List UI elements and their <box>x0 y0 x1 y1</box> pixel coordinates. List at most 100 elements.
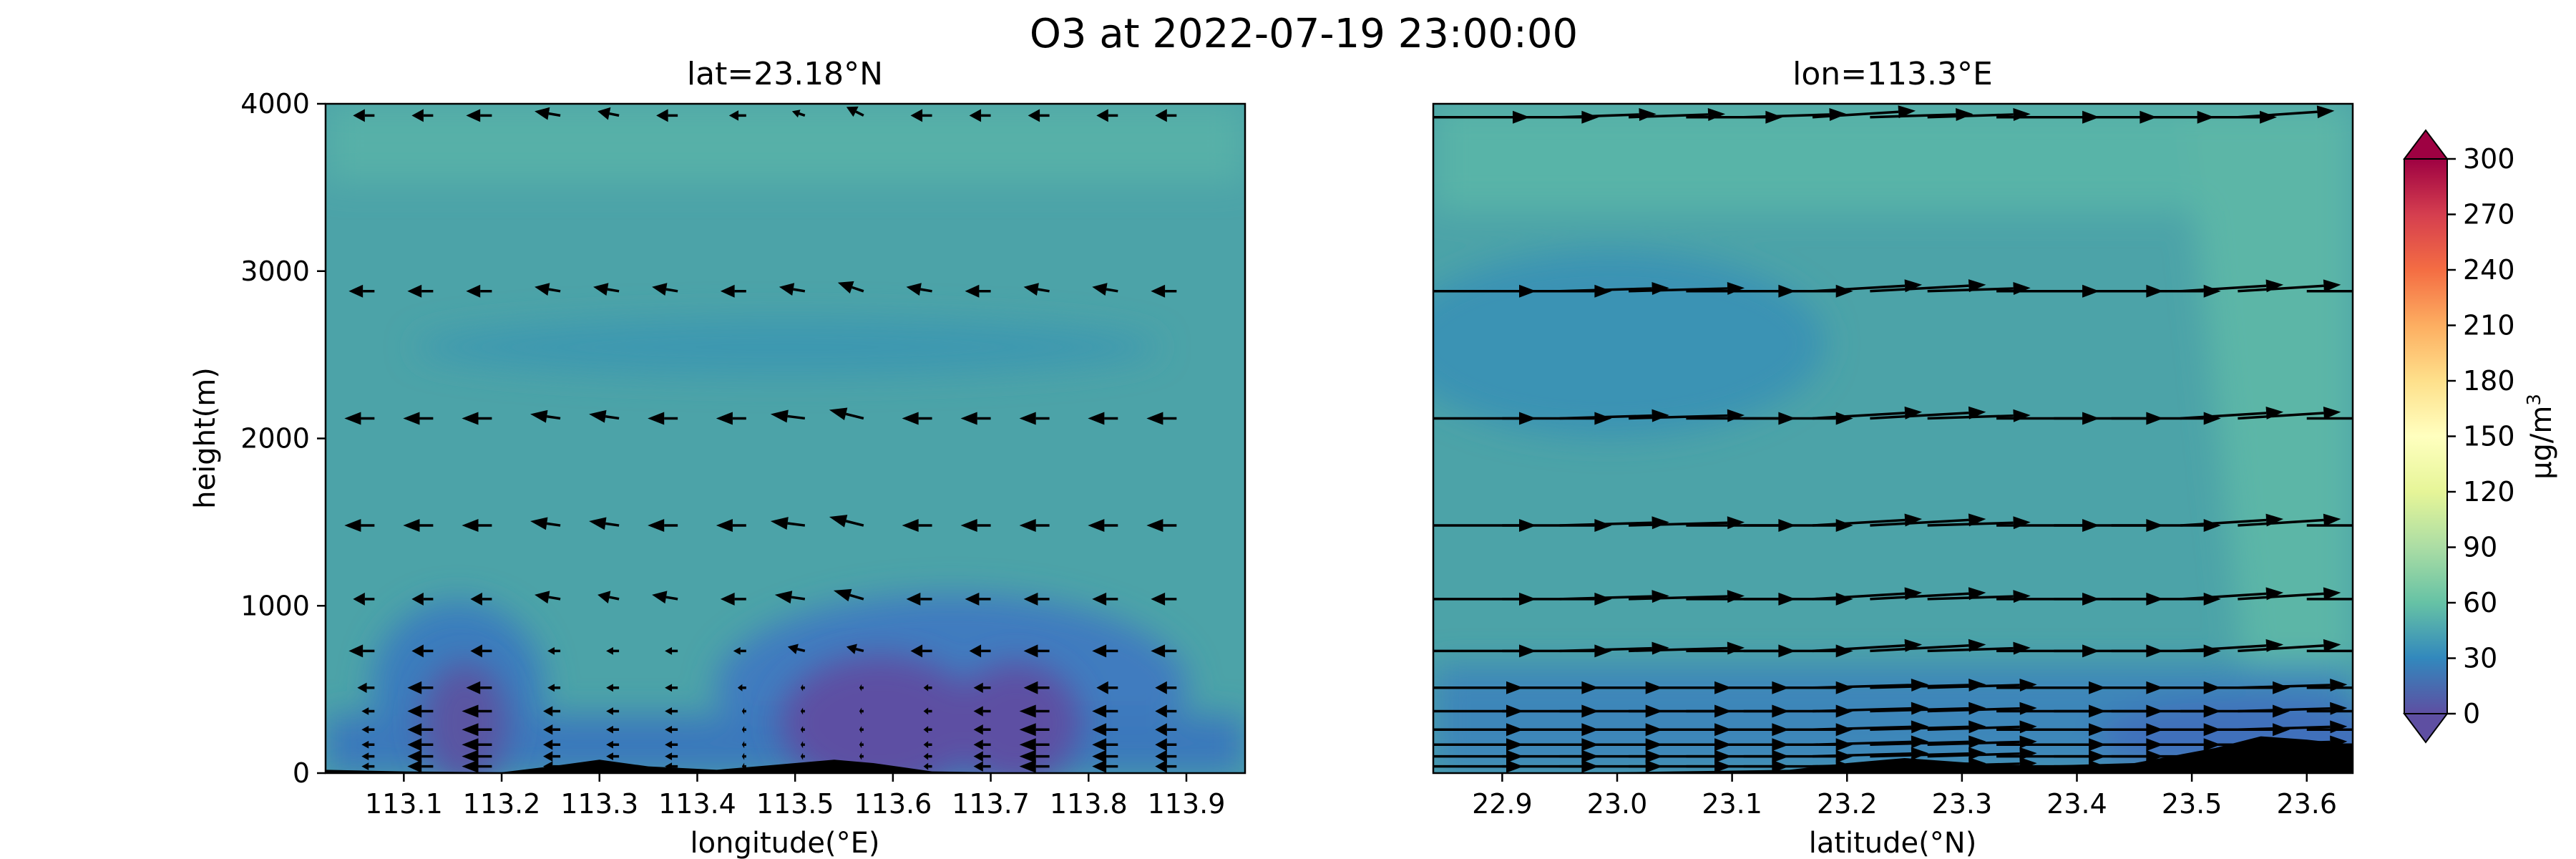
wind-arrow <box>923 707 932 715</box>
xtick-label: 23.1 <box>1702 788 1762 820</box>
colorbar-tick-label: 300 <box>2463 143 2515 175</box>
panel-left-contour <box>326 104 1245 773</box>
wind-arrow <box>1870 107 1974 121</box>
wind-arrow <box>1028 109 1050 122</box>
wind-arrow <box>1023 283 1050 296</box>
wind-arrow <box>1096 681 1118 694</box>
wind-arrow <box>535 591 561 604</box>
wind-arrow <box>965 592 991 606</box>
colorbar-tick-label: 240 <box>2463 254 2515 286</box>
wind-arrow <box>1092 749 1118 763</box>
wind-arrow <box>1151 284 1177 298</box>
wind-arrow <box>1870 678 1986 691</box>
wind-arrow <box>859 752 864 760</box>
wind-arrow <box>470 644 492 658</box>
wind-arrow <box>973 739 991 750</box>
xtick-label: 113.8 <box>1050 788 1128 820</box>
xtick-label: 113.7 <box>952 788 1030 820</box>
wind-arrow <box>1092 644 1118 658</box>
wind-arrow <box>1023 681 1050 694</box>
panel-right: lon=113.3°E 22.9 23.0 23.1 23.2 23.3 23.4 23.5… <box>1432 56 2354 859</box>
wind-arrow <box>543 706 561 717</box>
wind-arrow <box>344 519 375 533</box>
wind-arrow <box>829 407 864 421</box>
wind-arrow <box>770 409 806 423</box>
wind-arrow <box>1092 592 1118 606</box>
wind-arrow <box>1023 644 1050 658</box>
wind-arrow <box>2306 686 2353 689</box>
wind-arrow <box>770 517 806 530</box>
wind-arrow <box>2306 417 2353 420</box>
wind-arrow <box>597 591 620 604</box>
wind-arrow <box>1092 283 1118 296</box>
wind-arrow <box>1019 738 1050 752</box>
colorbar-tick-label: 60 <box>2463 587 2497 618</box>
wind-arrow <box>606 740 620 749</box>
contour-band-right-edge <box>2182 104 2353 773</box>
colorbar-tick-label: 210 <box>2463 310 2515 341</box>
wind-arrow <box>1813 747 1929 760</box>
panel-right-xticks: 22.9 23.0 23.1 23.2 23.3 23.4 23.5 23.6 <box>1472 773 2337 820</box>
wind-arrow <box>741 707 746 715</box>
colorbar-tick-label: 120 <box>2463 476 2515 508</box>
wind-arrow <box>357 682 375 693</box>
panel-right-title: lon=113.3°E <box>1792 56 1993 92</box>
wind-arrow <box>774 591 806 604</box>
wind-arrow <box>1155 738 1177 752</box>
wind-arrow <box>791 110 806 118</box>
wind-arrow <box>407 749 434 763</box>
wind-arrow <box>407 704 434 718</box>
wind-arrow <box>1092 738 1118 752</box>
wind-arrow <box>2306 709 2353 713</box>
terrain-right <box>1433 736 2353 773</box>
wind-arrow <box>2306 290 2353 293</box>
wind-arrow <box>547 684 561 692</box>
wind-arrow <box>902 519 932 533</box>
wind-arrow <box>462 738 492 752</box>
wind-arrow <box>1559 641 1669 655</box>
wind-arrow <box>530 517 561 530</box>
wind-arrow <box>2306 649 2353 653</box>
wind-arrow <box>606 707 620 715</box>
xtick-label: 113.2 <box>463 788 541 820</box>
wind-arrow <box>1870 747 1986 760</box>
wind-arrow <box>407 723 434 737</box>
wind-arrow <box>589 517 620 530</box>
wind-arrow <box>1870 702 1986 715</box>
wind-arrow <box>648 519 678 533</box>
wind-arrow <box>720 284 746 298</box>
wind-arrow <box>361 725 375 734</box>
wind-arrow <box>923 741 932 749</box>
wind-arrow <box>2238 513 2341 527</box>
wind-arrow <box>1092 759 1118 773</box>
wind-arrow <box>829 515 864 528</box>
terrain-left <box>326 759 1245 773</box>
wind-arrow <box>543 724 561 735</box>
wind-arrow <box>535 283 561 296</box>
wind-arrow <box>1813 735 1929 749</box>
quiver-field-left <box>344 106 1177 773</box>
wind-arrow <box>593 283 620 296</box>
wind-arrow <box>1019 704 1050 718</box>
wind-arrow <box>1813 702 1929 715</box>
xtick-label: 113.3 <box>560 788 638 820</box>
wind-arrow <box>665 646 678 655</box>
wind-arrow <box>737 684 746 691</box>
wind-arrow <box>361 707 375 715</box>
wind-arrow <box>741 726 746 734</box>
xtick-label: 23.3 <box>1932 788 1993 820</box>
wind-arrow <box>1151 592 1177 606</box>
wind-arrow <box>859 741 864 749</box>
wind-arrow <box>1096 109 1118 122</box>
wind-arrow <box>1559 590 1669 603</box>
wind-arrow <box>407 284 434 298</box>
ytick-label: 0 <box>293 757 310 789</box>
panel-left: lat=23.18°N 113.1 113.2 113.3 113.4 113.5 113… <box>189 56 1246 859</box>
panel-left-xticks: 113.1 113.2 113.3 113.4 113.5 113.6 113.7 113.8… <box>365 773 1225 820</box>
ytick-label: 1000 <box>240 590 310 621</box>
panel-right-frame <box>1432 102 2354 775</box>
panel-right-xlabel: latitude(°N) <box>1809 827 1977 859</box>
wind-arrow <box>910 109 932 122</box>
wind-arrow <box>1146 412 1177 425</box>
